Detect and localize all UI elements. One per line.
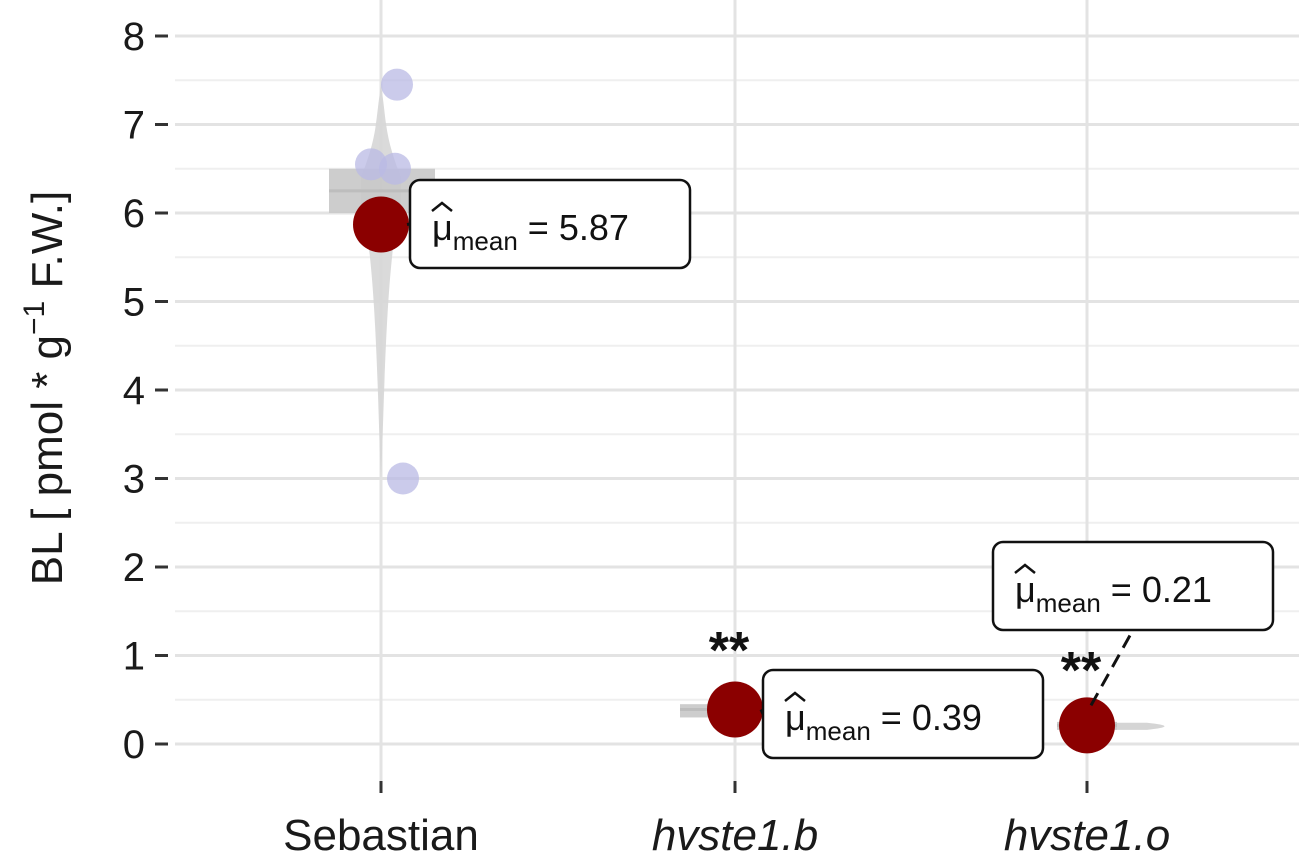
mean-point <box>1059 697 1115 754</box>
y-axis-title-prefix: BL [ pmol * g <box>23 335 72 585</box>
data-point <box>387 462 419 495</box>
x-axis: Sebastian hvste1.b hvste1.o <box>283 781 1170 860</box>
mean-label-mu: μ <box>785 697 806 738</box>
violin <box>361 84 401 479</box>
y-tick-label: 8 <box>123 15 145 59</box>
mean-label-value: = 0.21 <box>1101 569 1212 610</box>
y-tick-label: 7 <box>123 104 145 148</box>
y-tick-label: 1 <box>123 635 145 679</box>
significance-stars: ** <box>709 622 750 680</box>
mean-label-box <box>761 668 1045 760</box>
mean-label-box <box>408 178 692 270</box>
mean-label-subscript: mean <box>806 716 871 746</box>
y-tick-label: 0 <box>123 723 145 767</box>
y-tick-label: 4 <box>123 369 145 413</box>
data-point <box>379 152 411 185</box>
mean-label-hat <box>1014 563 1036 574</box>
mean-label: μmean = 0.39 <box>785 697 982 746</box>
data-point <box>355 148 387 181</box>
y-tick-label: 6 <box>123 192 145 236</box>
x-tick-label-hvste1-o: hvste1.o <box>1004 811 1170 860</box>
mean-label-connector <box>1089 629 1135 707</box>
group-hvste1-o: μmean = 0.21 ** <box>991 540 1275 754</box>
x-tick-label-hvste1-b: hvste1.b <box>652 811 818 860</box>
mean-label-value: = 5.87 <box>518 207 629 248</box>
mean-label-subscript: mean <box>453 226 518 256</box>
mean-label: μmean = 5.87 <box>432 207 629 256</box>
mean-point <box>707 681 763 738</box>
mean-label-hat <box>431 201 453 212</box>
mean-label: μmean = 0.21 <box>1015 569 1212 618</box>
y-axis: 0 1 2 3 4 5 6 7 8 <box>123 15 168 767</box>
y-axis-title-superscript: −1 <box>18 301 51 335</box>
group-hvste1-b: μmean = 0.39 ** <box>680 622 1045 760</box>
y-axis-title-suffix: F.W.] <box>23 191 72 301</box>
x-tick-label-Sebastian: Sebastian <box>283 811 479 860</box>
group-Sebastian: μmean = 5.87 <box>329 68 692 495</box>
y-tick-label: 2 <box>123 546 145 590</box>
mean-label-hat <box>784 691 806 702</box>
y-tick-label: 5 <box>123 281 145 325</box>
significance-stars: ** <box>1061 642 1102 700</box>
mean-label-value: = 0.39 <box>871 697 982 738</box>
mean-label-subscript: mean <box>1036 588 1101 618</box>
mean-label-box <box>991 540 1275 632</box>
mean-label-mu: μ <box>1015 569 1036 610</box>
y-axis-title: BL [ pmol * g−1 F.W.] <box>18 191 72 586</box>
mean-point <box>353 196 409 253</box>
y-tick-label: 3 <box>123 458 145 502</box>
mean-label-mu: μ <box>432 207 453 248</box>
data-point <box>381 68 413 101</box>
